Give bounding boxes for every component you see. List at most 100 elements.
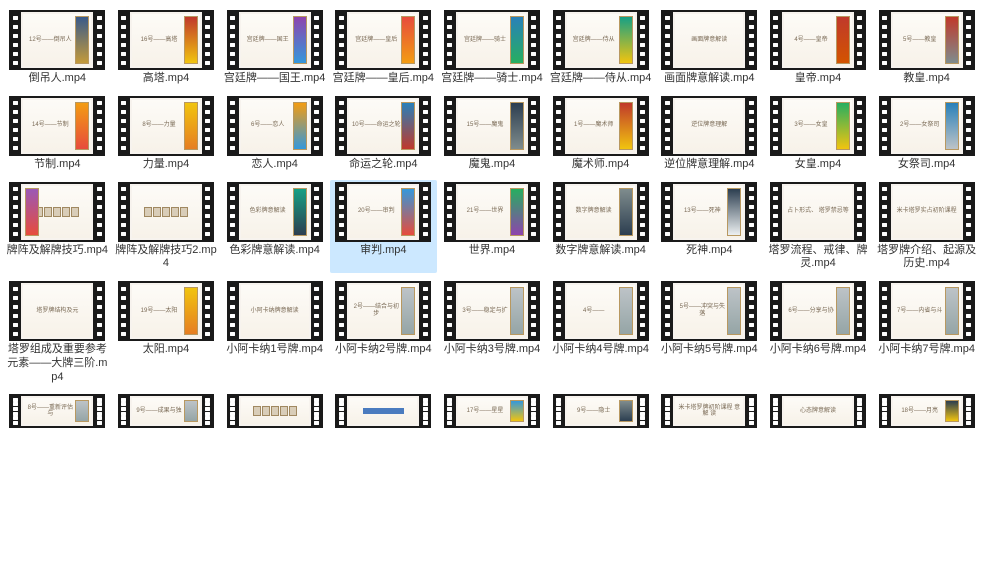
preview-text: 宫廷牌——侍从 [571, 37, 617, 44]
thumbnail-frame: 占卜形式、 塔罗禁忌等 [782, 182, 854, 242]
file-item[interactable]: 小阿卡纳牌意解读小阿卡纳1号牌.mp4 [221, 279, 328, 386]
film-sprocket-left [444, 10, 456, 70]
file-item[interactable]: 17号——星星 [439, 392, 546, 430]
thumbnail-frame: 9号——隐士 [565, 394, 637, 428]
video-thumbnail: 宫廷牌——皇后 [335, 10, 431, 70]
thumbnail-frame [239, 394, 311, 428]
file-item[interactable] [330, 392, 437, 430]
file-item[interactable]: 色彩牌意解读色彩牌意解读.mp4 [221, 180, 328, 274]
file-item[interactable]: 宫廷牌——骑士宫廷牌——骑士.mp4 [439, 8, 546, 88]
file-item[interactable]: 2号——女祭司女祭司.mp4 [873, 94, 980, 174]
file-label: 世界.mp4 [469, 244, 515, 258]
film-sprocket-left [553, 182, 565, 242]
file-item[interactable]: 8号——力量力量.mp4 [113, 94, 220, 174]
file-label: 节制.mp4 [34, 158, 80, 172]
file-item[interactable]: 10号——命运之轮命运之轮.mp4 [330, 94, 437, 174]
film-sprocket-right [963, 394, 975, 428]
file-item[interactable]: 4号——皇帝皇帝.mp4 [765, 8, 872, 88]
file-item[interactable]: 宫廷牌——国王宫廷牌——国王.mp4 [221, 8, 328, 88]
file-item[interactable]: 7号——内省与斗小阿卡纳7号牌.mp4 [873, 279, 980, 386]
file-item[interactable]: 1号——魔术师魔术师.mp4 [547, 94, 654, 174]
thumbnail-frame: 6号——分享与协 [782, 281, 854, 341]
film-sprocket-left [335, 281, 347, 341]
thumbnail-preview [132, 186, 200, 238]
preview-text: 宫廷牌——皇后 [353, 37, 399, 44]
file-item[interactable]: 占卜形式、 塔罗禁忌等塔罗流程、戒律、牌灵.mp4 [765, 180, 872, 274]
film-sprocket-right [93, 281, 105, 341]
file-item-selected[interactable]: 20号——审判审判.mp4 [330, 180, 437, 274]
file-item[interactable]: 牌阵及解牌技巧2.mp4 [113, 180, 220, 274]
file-item[interactable]: 逆位牌意理解逆位牌意理解.mp4 [656, 94, 763, 174]
file-item[interactable]: 宫廷牌——侍从宫廷牌——侍从.mp4 [547, 8, 654, 88]
file-item[interactable]: 14号——节制节制.mp4 [4, 94, 111, 174]
file-item[interactable]: 3号——稳定与扩小阿卡纳3号牌.mp4 [439, 279, 546, 386]
file-item[interactable]: 8号——重新评估与 [4, 392, 111, 430]
file-item[interactable]: 4号——小阿卡纳4号牌.mp4 [547, 279, 654, 386]
file-item[interactable]: 数字牌意解读数字牌意解读.mp4 [547, 180, 654, 274]
film-sprocket-left [770, 10, 782, 70]
file-item[interactable] [221, 392, 328, 430]
file-item[interactable]: 6号——分享与协小阿卡纳6号牌.mp4 [765, 279, 872, 386]
thumbnail-frame: 塔罗牌结构及元 [21, 281, 93, 341]
file-item[interactable]: 12号——倒吊人倒吊人.mp4 [4, 8, 111, 88]
film-sprocket-left [444, 281, 456, 341]
file-label: 魔术师.mp4 [572, 158, 629, 172]
thumbnail-preview: 4号—— [567, 285, 635, 337]
film-sprocket-left [879, 182, 891, 242]
film-sprocket-right [528, 182, 540, 242]
thumbnail-preview: 12号——倒吊人 [23, 14, 91, 66]
file-item[interactable]: 5号——冲突与失落小阿卡纳5号牌.mp4 [656, 279, 763, 386]
film-sprocket-right [854, 281, 866, 341]
film-sprocket-left [227, 96, 239, 156]
film-sprocket-left [553, 10, 565, 70]
video-thumbnail: 12号——倒吊人 [9, 10, 105, 70]
film-sprocket-left [444, 96, 456, 156]
video-thumbnail: 17号——星星 [444, 394, 540, 428]
file-label: 塔罗流程、戒律、牌灵.mp4 [767, 244, 870, 272]
thumbnail-preview: 6号——分享与协 [784, 285, 852, 337]
film-sprocket-left [335, 394, 347, 428]
file-item[interactable]: 2号——结合与初步小阿卡纳2号牌.mp4 [330, 279, 437, 386]
file-item[interactable]: 16号——高塔高塔.mp4 [113, 8, 220, 88]
file-item[interactable]: 画面牌意解读画面牌意解读.mp4 [656, 8, 763, 88]
thumbnail-preview: 画面牌意解读 [675, 14, 743, 66]
tarot-card-strip [293, 188, 307, 236]
tarot-card-strip [510, 16, 524, 64]
file-item[interactable]: 米卡塔罗牌初阶课程 意 解 读 [656, 392, 763, 430]
thumbnail-preview: 占卜形式、 塔罗禁忌等 [784, 186, 852, 238]
file-item[interactable]: 21号——世界世界.mp4 [439, 180, 546, 274]
file-item[interactable]: 塔罗牌结构及元塔罗组成及重要参考元素——大牌三阶.mp4 [4, 279, 111, 386]
file-item[interactable]: 9号——隐士 [547, 392, 654, 430]
file-item[interactable]: 19号——太阳太阳.mp4 [113, 279, 220, 386]
file-item[interactable]: 牌阵及解牌技巧.mp4 [4, 180, 111, 274]
thumbnail-frame [21, 182, 93, 242]
thumbnail-preview: 2号——结合与初步 [349, 285, 417, 337]
file-label: 皇帝.mp4 [795, 72, 841, 86]
thumbnail-frame: 心态牌意解读 [782, 394, 854, 428]
file-item[interactable]: 13号——死神死神.mp4 [656, 180, 763, 274]
file-item[interactable]: 3号——女皇女皇.mp4 [765, 94, 872, 174]
file-item[interactable]: 6号——恋人恋人.mp4 [221, 94, 328, 174]
film-sprocket-right [854, 394, 866, 428]
file-item[interactable]: 5号——教皇教皇.mp4 [873, 8, 980, 88]
video-thumbnail: 6号——恋人 [227, 96, 323, 156]
film-sprocket-right [93, 182, 105, 242]
preview-text: 占卜形式、 塔罗禁忌等 [785, 208, 851, 215]
video-thumbnail: 15号——魔鬼 [444, 96, 540, 156]
preview-text: 2号——结合与初步 [349, 304, 403, 317]
tarot-card-strip [293, 16, 307, 64]
file-item[interactable]: 15号——魔鬼魔鬼.mp4 [439, 94, 546, 174]
file-item[interactable]: 宫廷牌——皇后宫廷牌——皇后.mp4 [330, 8, 437, 88]
film-sprocket-right [311, 182, 323, 242]
file-item[interactable]: 18号——月亮 [873, 392, 980, 430]
preview-text: 5号——教皇 [901, 37, 938, 44]
thumbnail-frame: 宫廷牌——骑士 [456, 10, 528, 70]
thumbnail-frame: 15号——魔鬼 [456, 96, 528, 156]
preview-text: 20号——审判 [356, 208, 397, 215]
file-item[interactable]: 米卡塔罗实占初阶课程塔罗牌介绍、起源及历史.mp4 [873, 180, 980, 274]
file-item[interactable]: 心态牌意解读 [765, 392, 872, 430]
tarot-card-strip [619, 102, 633, 150]
preview-text: 米卡塔罗实占初阶课程 [895, 208, 959, 215]
film-sprocket-left [553, 281, 565, 341]
file-item[interactable]: 9号——成果与独 [113, 392, 220, 430]
